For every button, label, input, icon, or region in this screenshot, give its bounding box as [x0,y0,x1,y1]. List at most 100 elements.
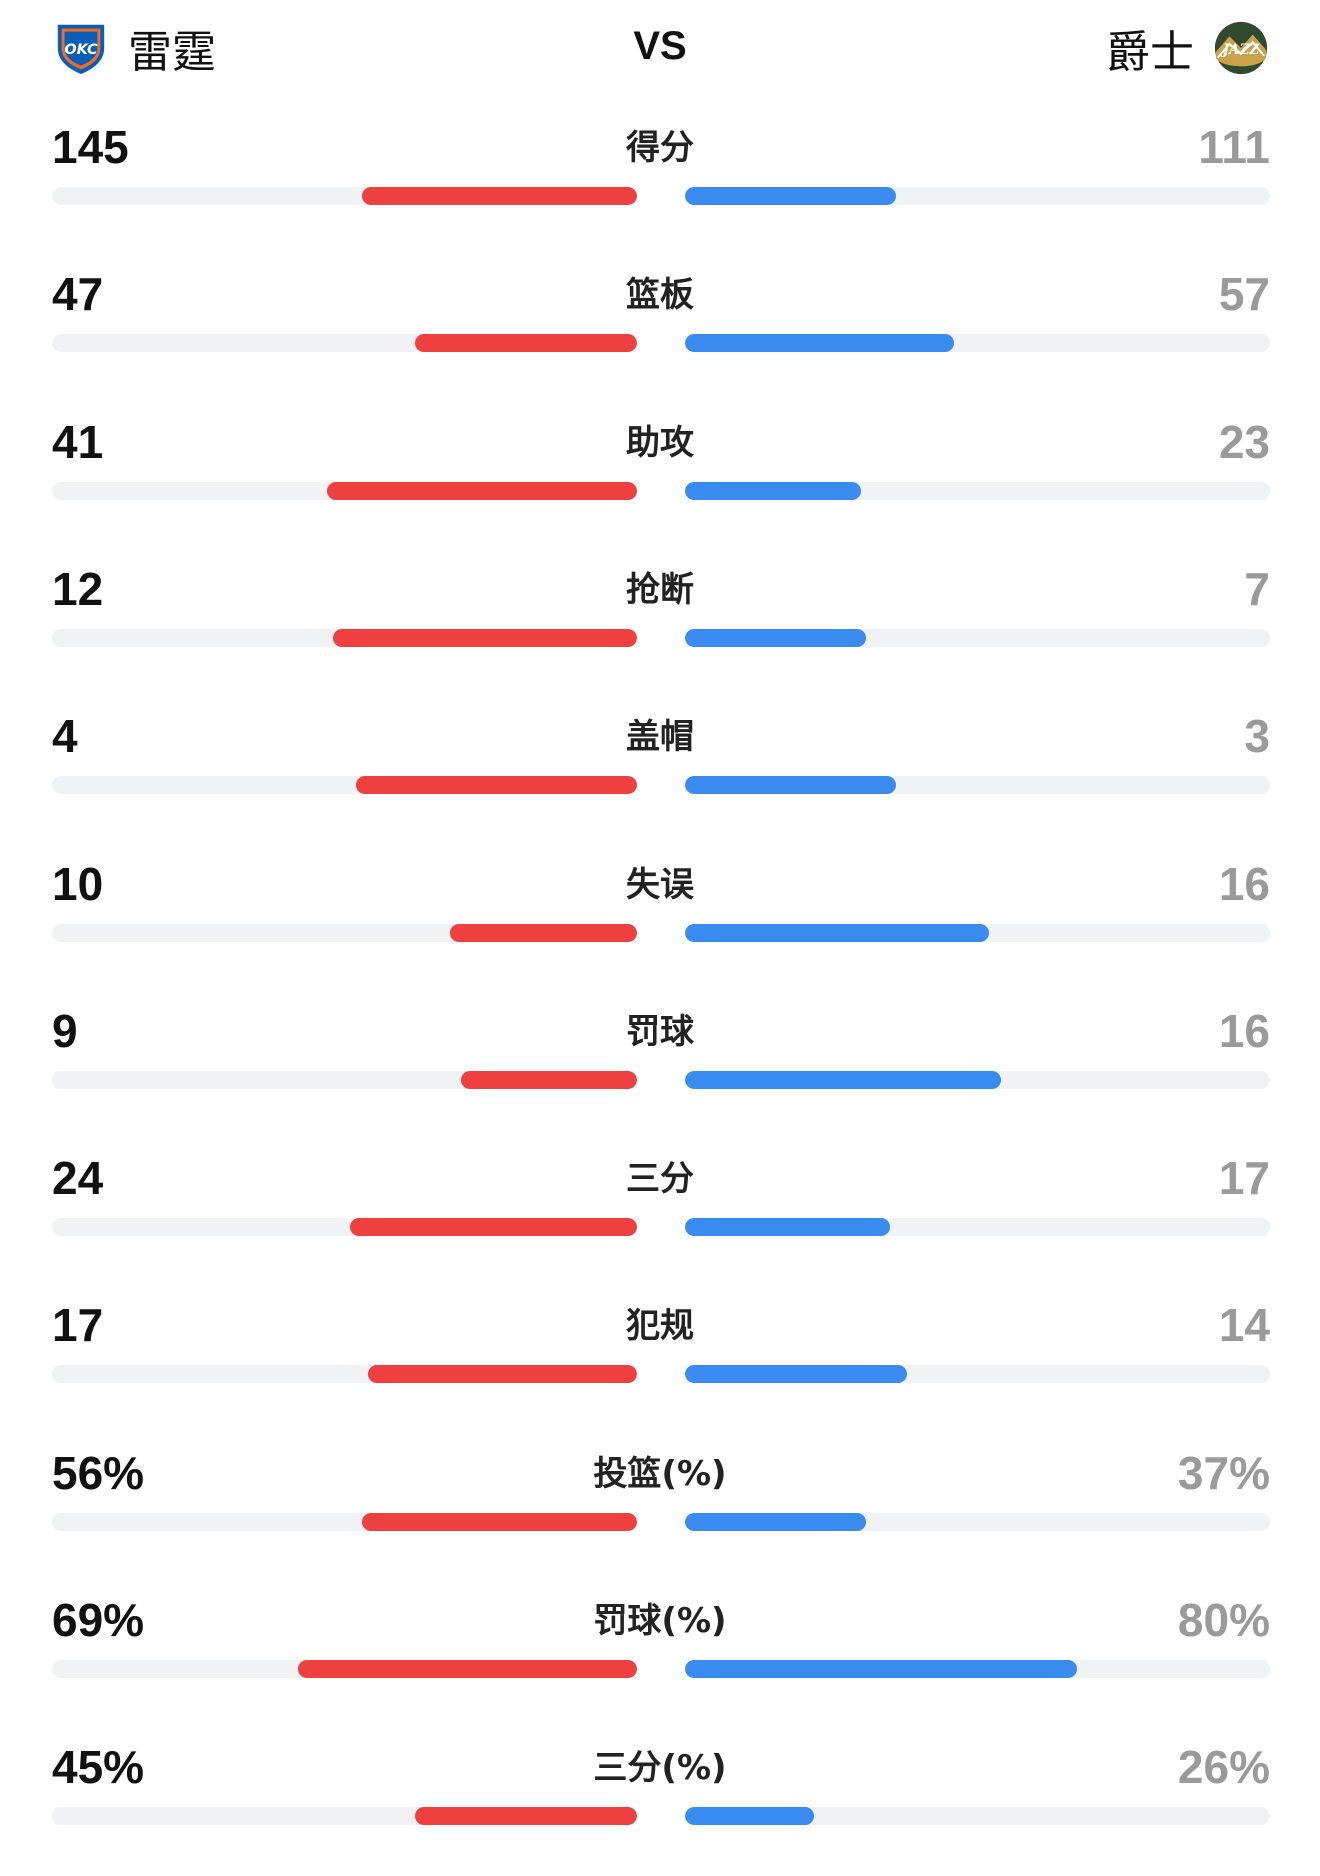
home-stat-bar [368,1365,637,1384]
home-stat-value: 9 [52,1004,78,1057]
away-stat-bar [685,334,954,353]
away-stat-value: 111 [1198,121,1270,173]
stat-row-three-pct: 45% 三分(%) 26% [0,1716,1320,1863]
home-stat-value: 56% [52,1446,145,1499]
stat-row-fouls: 17 犯规 14 [0,1274,1320,1421]
home-stat-value: 47 [52,268,104,321]
stat-label: 罚球 [626,1011,694,1052]
okc-thunder-logo-icon: OKC [57,24,105,75]
away-stat-bar [685,1218,890,1237]
home-stat-bar-track [52,923,637,942]
stat-row-rebounds: 47 篮板 57 [0,243,1320,390]
home-stat-value: 45% [52,1741,145,1794]
stat-row-turnovers: 10 失误 16 [0,833,1320,980]
away-stat-bar-track [685,776,1270,795]
home-stat-bar [350,1218,637,1237]
away-stat-bar-track [685,1807,1270,1826]
stat-row-assists: 41 助攻 23 [0,391,1320,538]
away-team-name: 爵士 [1106,27,1194,78]
away-stat-bar-track [685,628,1270,647]
home-stat-bar-track [52,481,637,500]
home-stat-bar-track [52,1660,637,1678]
stat-label: 抢断 [626,569,694,610]
away-stat-value: 7 [1244,562,1270,615]
stat-label: 篮板 [626,275,694,316]
stat-label: 三分 [626,1159,694,1200]
home-stat-bar [356,776,637,795]
home-stat-value: 145 [52,121,129,173]
home-stat-value: 24 [52,1152,104,1205]
away-stat-value: 17 [1218,1152,1270,1205]
away-stat-value: 26% [1177,1741,1270,1794]
home-stat-value: 12 [52,562,104,615]
home-stat-value: 41 [52,415,104,468]
svg-text:OKC: OKC [64,42,98,58]
away-stat-bar [685,776,896,795]
away-stat-value: 23 [1218,415,1270,468]
stat-label: 投篮(%) [593,1453,727,1494]
away-stat-bar [685,1807,814,1826]
away-stat-bar-track [685,1512,1270,1531]
away-stat-value: 16 [1218,857,1270,910]
away-stat-value: 80% [1177,1594,1270,1646]
svg-text:JAZZ: JAZZ [1220,42,1261,58]
home-stat-bar-track [52,628,637,647]
away-stat-bar [685,923,989,942]
utah-jazz-logo-icon: JAZZ [1214,21,1268,75]
home-stat-value: 4 [52,710,78,763]
away-stat-bar [685,187,896,205]
stat-row-steals: 12 抢断 7 [0,538,1320,685]
away-stat-value: 3 [1244,710,1270,763]
away-stat-value: 14 [1218,1299,1270,1352]
away-stat-value: 37% [1177,1446,1270,1499]
away-stat-bar [685,481,861,500]
stat-row-blocks: 4 盖帽 3 [0,685,1320,832]
away-stat-bar-track [685,1218,1270,1237]
away-stat-value: 16 [1218,1004,1270,1057]
away-stat-bar-track [685,923,1270,942]
stat-label: 三分(%) [593,1748,727,1789]
stat-row-three-pointers: 24 三分 17 [0,1127,1320,1274]
away-stat-value: 57 [1218,268,1270,321]
away-stat-bar [685,1070,1001,1089]
home-stat-bar-track [52,1807,637,1826]
home-stat-bar-track [52,1512,637,1531]
home-team-name: 雷霆 [128,27,216,78]
stat-label: 助攻 [626,422,694,463]
home-team[interactable]: OKC 雷霆 [52,18,216,78]
stat-label: 犯规 [626,1306,694,1347]
away-stat-bar [685,628,866,647]
home-stat-bar [461,1070,637,1089]
away-stat-bar-track [685,1070,1270,1089]
home-stat-bar [298,1660,637,1678]
home-stat-bar-track [52,187,637,205]
away-stat-bar [685,1512,866,1531]
home-stat-bar-track [52,334,637,353]
stat-row-free-throws: 9 罚球 16 [0,980,1320,1127]
home-stat-value: 10 [52,857,104,910]
away-stat-bar [685,1660,1077,1678]
home-stat-bar [415,334,637,353]
matchup-header: OKC 雷霆 VS 爵士 JAZZ [0,0,1320,96]
stat-label: 失误 [626,864,694,905]
away-stat-bar-track [685,481,1270,500]
away-stat-bar-track [685,1365,1270,1384]
stat-label: 罚球(%) [593,1601,727,1641]
home-stat-bar [415,1807,637,1826]
stat-label: 得分 [626,128,694,168]
home-stat-bar [327,481,637,500]
away-stat-bar-track [685,334,1270,353]
home-stat-bar-track [52,1365,637,1384]
home-stat-bar [362,1512,637,1531]
away-stat-bar-track [685,1660,1270,1678]
home-stat-bar-track [52,1070,637,1089]
stat-row-points: 145 得分 111 [0,96,1320,243]
stat-label: 盖帽 [626,717,694,758]
home-stat-bar [333,628,637,647]
home-stat-bar-track [52,1218,637,1237]
away-team[interactable]: 爵士 JAZZ [1106,18,1270,78]
home-stat-bar [362,187,637,205]
vs-label: VS [633,24,687,68]
home-stat-value: 69% [52,1594,145,1646]
away-stat-bar-track [685,187,1270,205]
